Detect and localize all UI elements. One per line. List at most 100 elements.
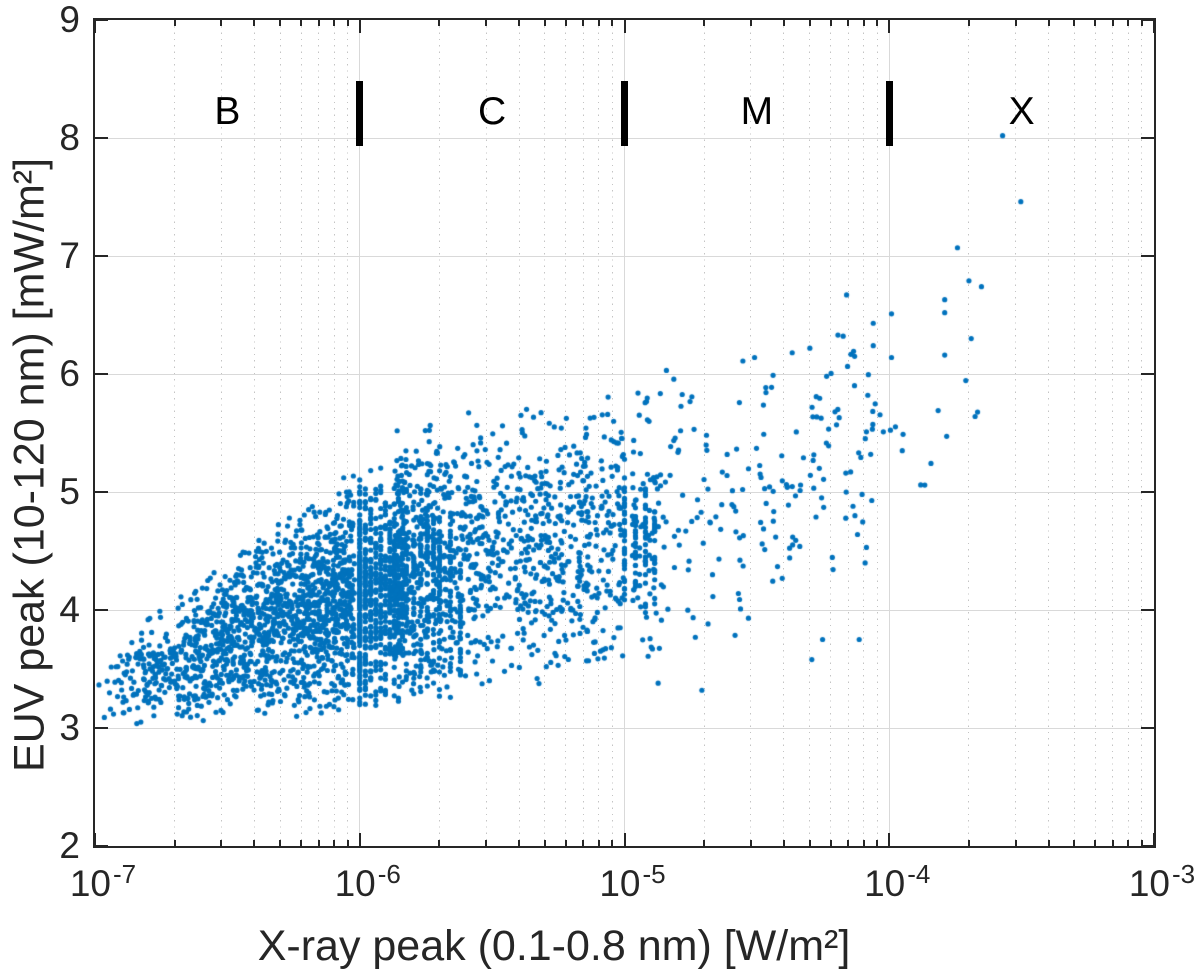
y-major-tick-right	[1141, 491, 1154, 493]
x-minor-tick-top	[862, 20, 865, 26]
x-minor-tick-bottom	[967, 840, 970, 846]
y-major-tick-right	[1141, 137, 1154, 139]
x-minor-tick-top	[611, 20, 614, 26]
flare-class-divider	[621, 81, 628, 147]
y-major-tick-left	[95, 255, 108, 257]
x-major-tick-top	[1153, 20, 1155, 33]
y-major-tick-left	[95, 845, 108, 847]
y-axis-tick-label: 7	[59, 235, 80, 276]
x-minor-tick-bottom	[300, 840, 302, 846]
x-axis-tick-label: 10-4	[864, 859, 931, 909]
x-minor-tick-top	[173, 20, 176, 26]
x-major-tick-top	[623, 20, 626, 33]
x-minor-tick-bottom	[220, 840, 223, 846]
x-minor-tick-top	[253, 20, 256, 26]
x-minor-tick-top	[808, 20, 811, 26]
x-axis-tick-label: 10-7	[69, 859, 137, 909]
x-minor-tick-top	[438, 20, 441, 26]
x-tick-base: 10	[334, 863, 376, 904]
flare-class-label-c: C	[478, 90, 507, 134]
y-axis-tick-label: 8	[59, 117, 80, 158]
x-minor-tick-top	[1127, 20, 1130, 26]
flare-class-divider	[356, 81, 364, 147]
x-minor-tick-bottom	[438, 840, 441, 846]
x-minor-tick-bottom	[253, 840, 256, 846]
x-minor-tick-bottom	[346, 840, 349, 846]
x-minor-tick-bottom	[333, 840, 336, 846]
x-minor-tick-bottom	[582, 840, 585, 846]
x-minor-tick-top	[333, 20, 336, 26]
flare-class-label-x: X	[1008, 90, 1035, 134]
x-axis-tick-label: 10-3	[1129, 859, 1195, 909]
y-major-tick-right	[1141, 727, 1154, 729]
x-minor-tick-bottom	[597, 840, 600, 846]
x-minor-tick-top	[1111, 20, 1114, 26]
x-minor-tick-bottom	[1094, 840, 1097, 846]
x-minor-tick-top	[518, 20, 521, 26]
x-minor-tick-bottom	[1073, 840, 1076, 846]
x-axis-tick-label: 10-5	[599, 859, 666, 909]
x-minor-tick-bottom	[749, 840, 752, 846]
x-minor-tick-top	[1047, 20, 1050, 26]
x-minor-tick-bottom	[1014, 840, 1017, 846]
x-minor-tick-bottom	[1111, 840, 1114, 846]
flare-class-label-b: B	[214, 90, 241, 134]
x-major-tick-bottom	[1153, 833, 1155, 846]
y-major-tick-right	[1141, 255, 1154, 257]
x-minor-tick-bottom	[543, 840, 546, 846]
x-minor-tick-top	[582, 20, 585, 26]
x-minor-tick-top	[1014, 20, 1017, 26]
x-tick-exponent: -4	[907, 859, 931, 889]
y-major-tick-left	[95, 373, 108, 375]
x-minor-tick-bottom	[279, 840, 282, 846]
x-major-tick-top	[94, 20, 96, 33]
y-major-tick-left	[95, 727, 108, 729]
x-tick-base: 10	[69, 863, 112, 904]
x-minor-tick-bottom	[847, 840, 850, 846]
x-major-tick-top	[888, 20, 891, 33]
x-minor-tick-bottom	[876, 840, 879, 846]
x-minor-tick-bottom	[829, 840, 832, 846]
x-minor-tick-bottom	[782, 840, 785, 846]
x-minor-tick-top	[967, 20, 970, 26]
y-axis-tick-label: 4	[59, 589, 80, 630]
x-minor-tick-top	[346, 20, 349, 26]
y-major-tick-right	[1141, 609, 1154, 611]
x-tick-exponent: -5	[642, 859, 666, 889]
x-tick-exponent: -7	[113, 859, 137, 889]
x-minor-tick-top	[782, 20, 785, 26]
x-minor-tick-bottom	[173, 840, 176, 846]
y-axis-tick-label: 5	[59, 471, 80, 512]
flare-class-divider	[885, 81, 893, 147]
x-minor-tick-bottom	[703, 840, 706, 846]
x-major-tick-bottom	[888, 833, 891, 846]
y-axis-tick-label: 6	[59, 353, 80, 394]
x-minor-tick-top	[317, 20, 320, 26]
x-minor-tick-bottom	[485, 840, 488, 846]
y-major-tick-right	[1141, 19, 1154, 21]
y-major-tick-left	[95, 491, 108, 493]
y-major-tick-left	[95, 137, 108, 139]
x-minor-tick-top	[564, 20, 567, 26]
x-minor-tick-bottom	[518, 840, 521, 846]
x-major-tick-bottom	[623, 833, 626, 846]
x-minor-tick-top	[300, 20, 302, 26]
x-major-tick-bottom	[358, 833, 361, 846]
x-minor-tick-bottom	[808, 840, 811, 846]
y-axis-tick-label: 9	[59, 0, 80, 40]
y-major-tick-left	[95, 19, 108, 21]
x-minor-tick-top	[1140, 20, 1143, 26]
x-minor-tick-top	[749, 20, 752, 26]
y-axis-tick-label: 3	[59, 707, 80, 748]
x-minor-tick-bottom	[317, 840, 320, 846]
x-minor-tick-bottom	[1140, 840, 1143, 846]
x-minor-tick-top	[1073, 20, 1076, 26]
x-minor-tick-top	[1094, 20, 1097, 26]
x-tick-base: 10	[864, 863, 906, 904]
y-major-tick-right	[1141, 845, 1154, 847]
x-axis-tick-label: 10-6	[334, 859, 401, 909]
x-tick-exponent: -6	[377, 859, 401, 889]
x-minor-tick-top	[829, 20, 832, 26]
